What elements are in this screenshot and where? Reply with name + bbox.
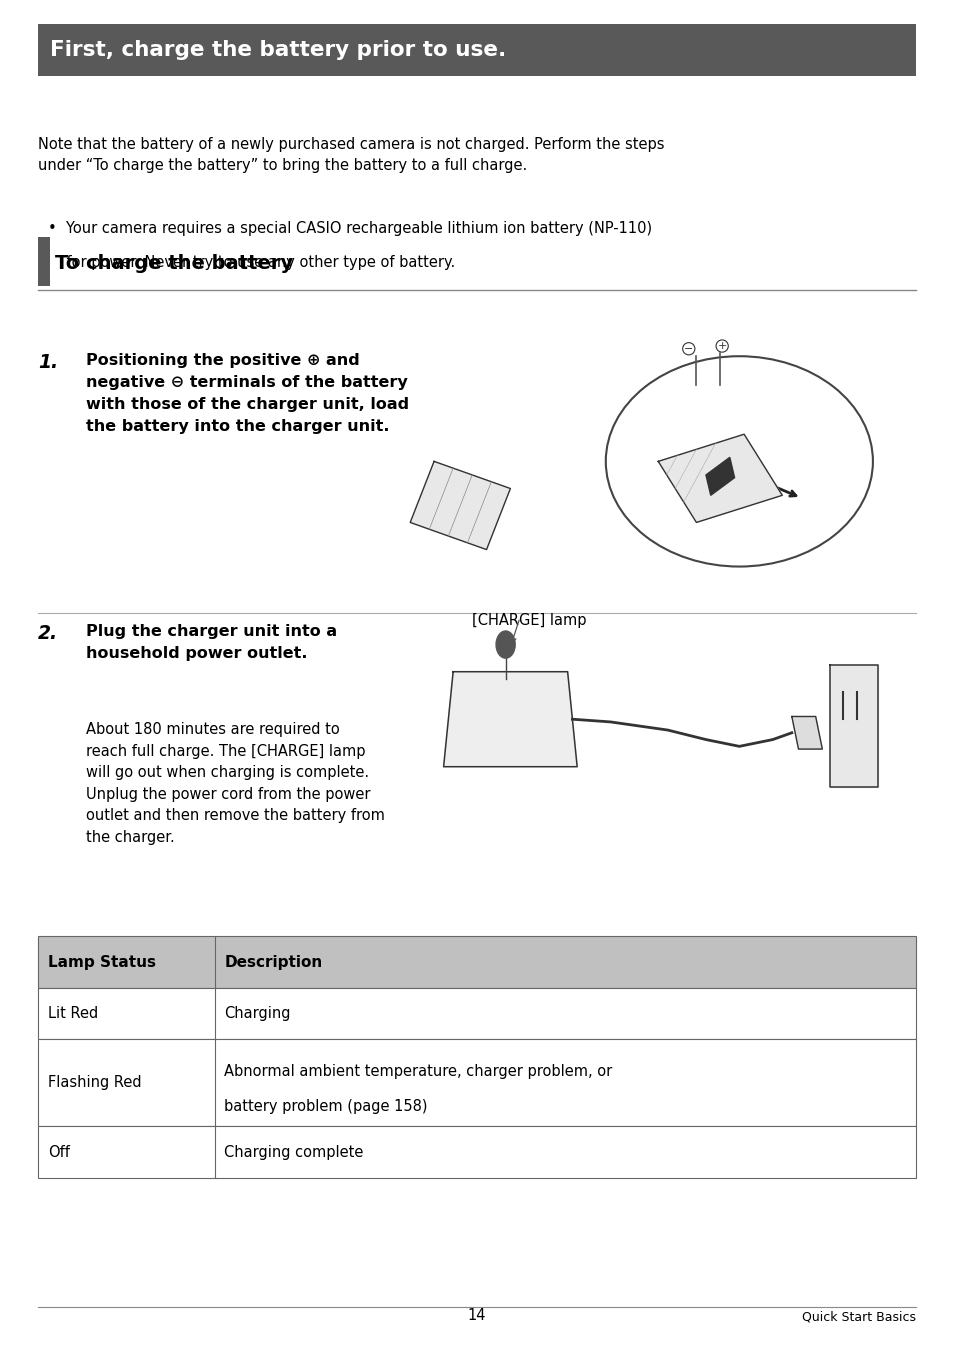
Text: battery problem (page 158): battery problem (page 158) (224, 1099, 427, 1114)
Polygon shape (705, 457, 734, 495)
Text: First, charge the battery prior to use.: First, charge the battery prior to use. (50, 41, 505, 60)
Text: +: + (717, 341, 726, 351)
Text: 1.: 1. (38, 353, 58, 372)
Text: Abnormal ambient temperature, charger problem, or: Abnormal ambient temperature, charger pr… (224, 1064, 612, 1079)
Polygon shape (791, 716, 821, 749)
Text: Off: Off (48, 1144, 70, 1160)
Text: •  Your camera requires a special CASIO rechargeable lithium ion battery (NP-110: • Your camera requires a special CASIO r… (48, 221, 651, 236)
Text: 14: 14 (467, 1308, 486, 1323)
Text: Lit Red: Lit Red (48, 1006, 98, 1022)
FancyBboxPatch shape (38, 988, 915, 1039)
Text: Note that the battery of a newly purchased camera is not charged. Perform the st: Note that the battery of a newly purchas… (38, 137, 664, 174)
Text: [CHARGE] lamp: [CHARGE] lamp (472, 613, 586, 628)
Text: −: − (683, 343, 693, 354)
Text: Flashing Red: Flashing Red (48, 1075, 141, 1091)
Polygon shape (829, 665, 877, 787)
Text: Charging complete: Charging complete (224, 1144, 363, 1160)
Polygon shape (443, 672, 577, 767)
Polygon shape (410, 461, 510, 550)
Text: 2.: 2. (38, 624, 58, 643)
Text: for power. Never try to use any other type of battery.: for power. Never try to use any other ty… (48, 255, 455, 270)
Text: Positioning the positive ⊕ and
negative ⊖ terminals of the battery
with those of: Positioning the positive ⊕ and negative … (86, 353, 409, 434)
FancyBboxPatch shape (38, 1126, 915, 1178)
Text: Lamp Status: Lamp Status (48, 954, 155, 970)
Text: Quick Start Basics: Quick Start Basics (801, 1310, 915, 1323)
Circle shape (496, 631, 515, 658)
FancyBboxPatch shape (38, 1039, 915, 1126)
FancyBboxPatch shape (38, 24, 915, 76)
Polygon shape (658, 434, 781, 522)
Text: Plug the charger unit into a
household power outlet.: Plug the charger unit into a household p… (86, 624, 336, 661)
FancyBboxPatch shape (38, 936, 915, 988)
Text: About 180 minutes are required to
reach full charge. The [CHARGE] lamp
will go o: About 180 minutes are required to reach … (86, 722, 384, 845)
Text: To charge the battery: To charge the battery (55, 254, 294, 273)
Text: Charging: Charging (224, 1006, 291, 1022)
Text: Description: Description (224, 954, 322, 970)
FancyBboxPatch shape (38, 237, 50, 286)
